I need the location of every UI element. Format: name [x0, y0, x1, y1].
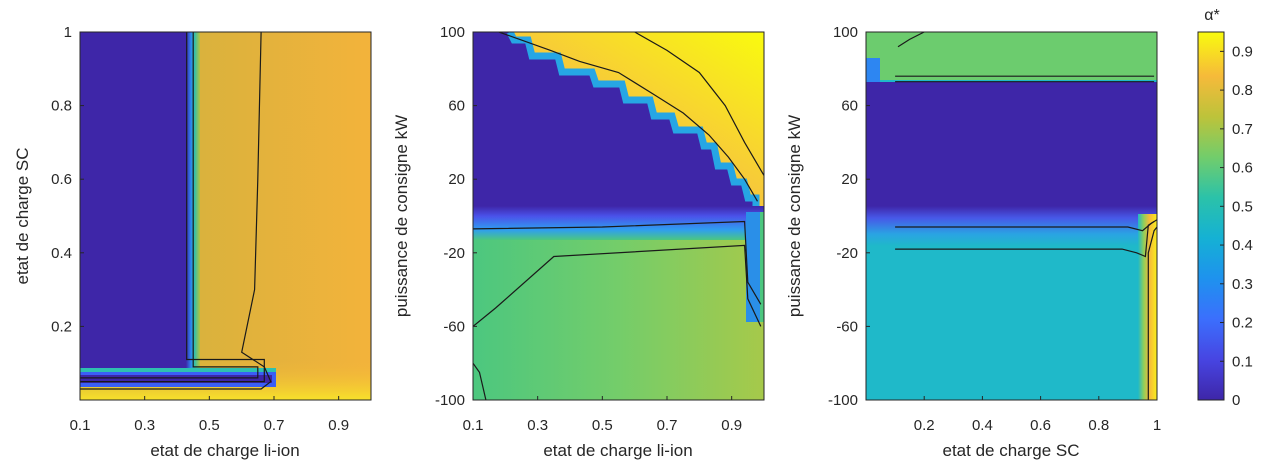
colorbar-tick-label: 0.6	[1232, 160, 1253, 177]
contour-line	[897, 32, 925, 48]
colorbar-tick-label: 0.8	[1232, 82, 1253, 99]
contour-line	[473, 220, 762, 305]
contour-line	[1147, 226, 1157, 400]
x-tick-label: 0.7	[657, 417, 678, 434]
y-tick-label: 100	[833, 24, 858, 41]
colorbar-tick-label: 0.7	[1232, 121, 1253, 138]
x-tick-label: 1	[1153, 417, 1161, 434]
y-tick-label: 20	[841, 171, 858, 188]
x-axis-label-3: etat de charge SC	[942, 441, 1079, 460]
transition-dip-edge-2	[760, 212, 764, 322]
heatmap-area-3	[866, 32, 1157, 400]
y-axis-label-1: etat de charge SC	[13, 147, 32, 284]
colorbar-tick-label: 0.1	[1232, 353, 1253, 370]
region-zero-3	[866, 82, 1157, 214]
colorbar-tick-label: 0.5	[1232, 198, 1253, 215]
colorbar-gradient	[1197, 31, 1225, 401]
y-ticks-2: -100 -60 -20 20 60 100	[435, 24, 477, 409]
y-tick-label: -20	[836, 245, 858, 262]
y-ticks-3: -100 -60 -20 20 60 100	[828, 24, 870, 409]
x-tick-label: 0.5	[592, 417, 613, 434]
y-tick-label: 60	[841, 98, 858, 115]
region-high-top-3	[866, 32, 1157, 80]
y-tick-label: -60	[836, 318, 858, 335]
colorbar-tick-label: 0.3	[1232, 276, 1253, 293]
x-tick-label: 0.5	[199, 417, 220, 434]
y-tick-label: -60	[443, 318, 465, 335]
y-tick-label: 0.2	[51, 318, 72, 335]
y-tick-label: 1	[64, 24, 72, 41]
transition-dip-2	[746, 212, 760, 322]
x-tick-label: 0.2	[914, 417, 935, 434]
x-tick-label: 0.3	[527, 417, 548, 434]
x-tick-label: 0.8	[1088, 417, 1109, 434]
contour-line	[80, 32, 272, 390]
contours-2	[473, 32, 764, 400]
axes-box-2	[472, 31, 765, 401]
region-low-bottom-core-1	[80, 375, 272, 383]
colorbar-tick-label: 0.2	[1232, 315, 1253, 332]
heatmap-panel-2: 0.1 0.3 0.5 0.7 0.9 -100 -60 -20 20 60 100 etat d…	[392, 24, 765, 460]
contour-line	[80, 32, 265, 383]
x-ticks-3: 0.2 0.4 0.6 0.8 1	[914, 396, 1161, 434]
region-zero-staircase-2	[473, 32, 756, 212]
colorbar-title: α*	[1204, 7, 1219, 24]
contour-line	[80, 32, 259, 379]
x-tick-label: 0.6	[1030, 417, 1051, 434]
heatmap-area-2	[473, 32, 764, 400]
axes-box-1	[79, 31, 372, 401]
y-tick-label: 20	[448, 171, 465, 188]
y-tick-label: 100	[440, 24, 465, 41]
y-tick-label: -20	[443, 245, 465, 262]
y-tick-label: 60	[448, 98, 465, 115]
y-tick-label: 0.4	[51, 245, 72, 262]
axes-box-3	[865, 31, 1158, 401]
x-tick-label: 0.9	[328, 417, 349, 434]
x-tick-label: 0.4	[972, 417, 993, 434]
heatmap-area-1	[80, 32, 371, 400]
x-tick-label: 0.1	[463, 417, 484, 434]
y-tick-label: 0.8	[51, 98, 72, 115]
contour-line	[473, 362, 487, 400]
corner-transition-3	[866, 58, 880, 88]
contour-line	[473, 244, 762, 327]
x-tick-label: 0.7	[264, 417, 285, 434]
transition-band-3	[866, 206, 1157, 246]
x-axis-label-1: etat de charge li-ion	[150, 441, 299, 460]
transition-staircase-2	[506, 32, 760, 212]
contour-line	[895, 220, 1155, 258]
colorbar-tick-label: 0	[1232, 392, 1240, 409]
region-high-right-3	[1138, 214, 1157, 400]
x-ticks-1: 0.1 0.3 0.5 0.7 0.9	[70, 396, 349, 434]
x-tick-label: 0.9	[721, 417, 742, 434]
colorbar: α* 0 0.1 0.2 0.3 0.4 0.5 0.6 0.7 0.8 0.9	[1197, 7, 1253, 409]
colorbar-tick-label: 0.9	[1232, 43, 1253, 60]
contour-line	[498, 32, 759, 202]
heatmap-panel-3: 0.2 0.4 0.6 0.8 1 -100 -60 -20 20 60 100 etat de …	[785, 24, 1161, 460]
transition-strip-bottom-1	[80, 368, 276, 372]
y-axis-label-2: puissance de consigne kW	[392, 115, 411, 317]
colorbar-ticks: 0 0.1 0.2 0.3 0.4 0.5 0.6 0.7 0.8 0.9	[1220, 43, 1253, 409]
y-tick-label: 0.6	[51, 171, 72, 188]
heatmap-panel-1: 0.1 0.3 0.5 0.7 0.9 0.2 0.4 0.6 0.8 1 etat de ch…	[13, 24, 372, 460]
x-tick-label: 0.1	[70, 417, 91, 434]
y-tick-label: -100	[828, 392, 858, 409]
contour-line	[634, 32, 764, 176]
region-low-left-1	[80, 32, 190, 368]
x-tick-label: 0.3	[134, 417, 155, 434]
y-axis-label-3: puissance de consigne kW	[785, 115, 804, 317]
y-ticks-1: 0.2 0.4 0.6 0.8 1	[51, 24, 84, 335]
x-ticks-2: 0.1 0.3 0.5 0.7 0.9	[463, 396, 742, 434]
colorbar-tick-label: 0.4	[1232, 237, 1253, 254]
contours-3	[895, 32, 1157, 400]
y-tick-label: -100	[435, 392, 465, 409]
contours-1	[80, 32, 272, 390]
x-axis-label-2: etat de charge li-ion	[543, 441, 692, 460]
